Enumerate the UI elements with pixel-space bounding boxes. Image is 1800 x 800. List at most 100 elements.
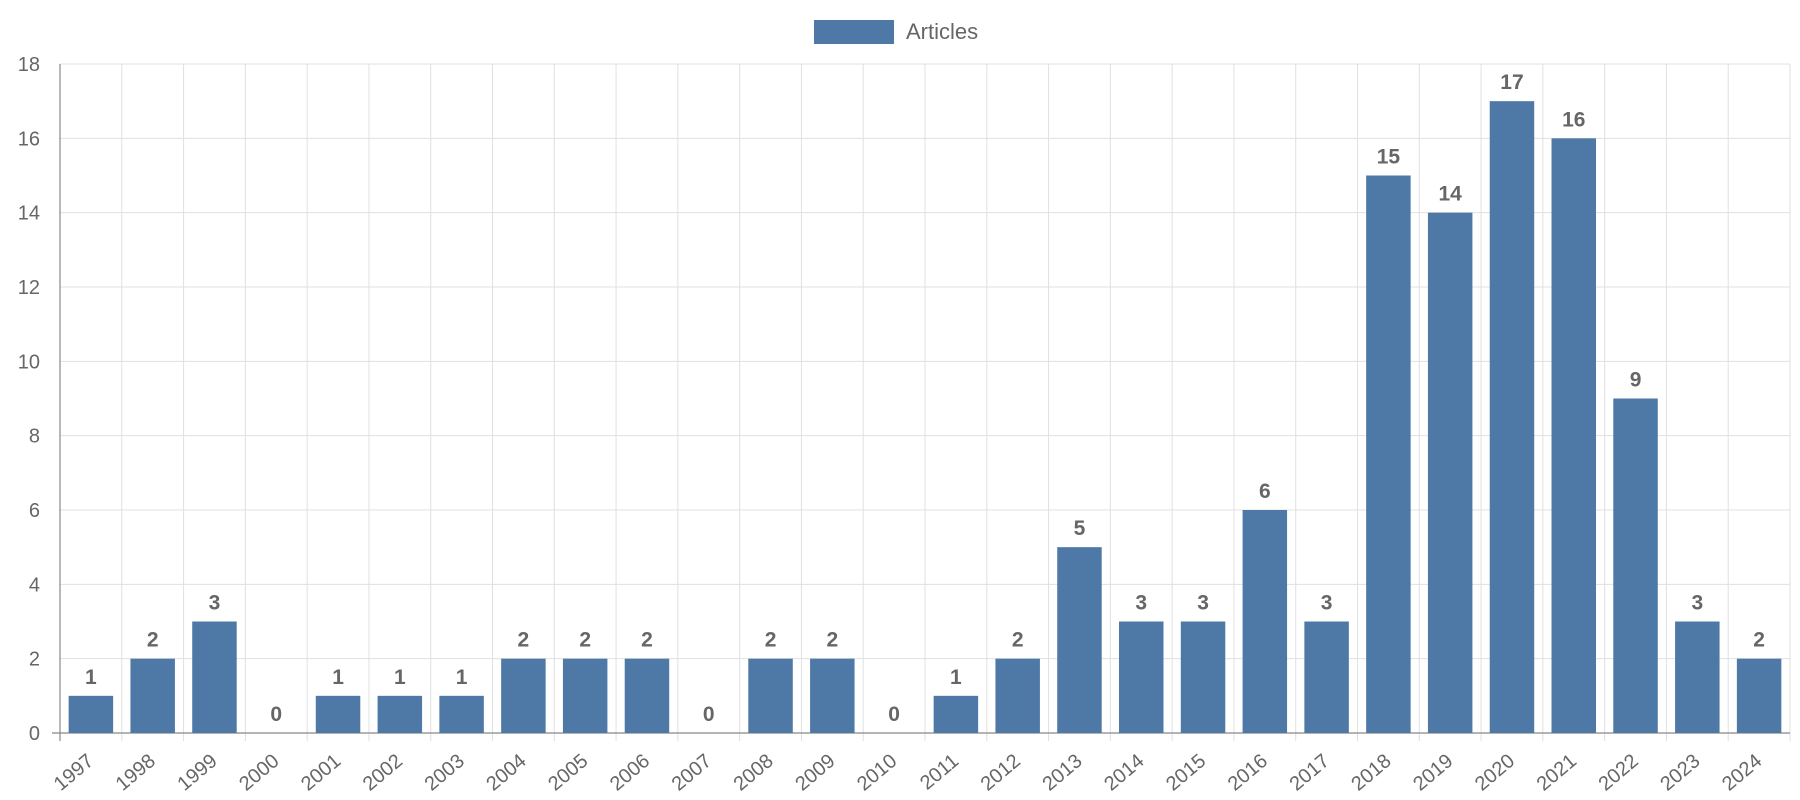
- x-tick-label-2012: 2012: [977, 750, 1025, 795]
- bar-2006[interactable]: [624, 658, 670, 733]
- bar-2024[interactable]: [1736, 658, 1782, 733]
- legend-swatch-articles: [814, 20, 894, 44]
- data-label-2001: 1: [332, 666, 344, 689]
- data-label-2018: 15: [1377, 146, 1401, 169]
- bar-2016[interactable]: [1242, 510, 1288, 733]
- bar-2002[interactable]: [377, 695, 423, 733]
- x-tick-label-2014: 2014: [1100, 750, 1148, 795]
- x-tick-label-2001: 2001: [297, 750, 345, 795]
- y-tick-label: 8: [29, 426, 40, 448]
- x-tick-label-2022: 2022: [1595, 750, 1643, 795]
- bar-2004[interactable]: [501, 658, 546, 733]
- x-tick-label-2015: 2015: [1162, 750, 1210, 795]
- legend[interactable]: Articles: [814, 19, 978, 44]
- y-tick-label: 6: [29, 500, 40, 522]
- data-label-2022: 9: [1630, 369, 1642, 392]
- data-label-2005: 2: [579, 629, 591, 652]
- x-axis-tick-labels: 1997 1998 1999 2000 2001 2002 2003 2004 2005 2006…: [50, 750, 1766, 795]
- x-tick-label-2024: 2024: [1718, 750, 1766, 795]
- y-tick-label: 10: [18, 351, 40, 373]
- data-label-2003: 1: [456, 666, 468, 689]
- data-label-2014: 3: [1135, 592, 1147, 615]
- data-label-2002: 1: [394, 666, 406, 689]
- bar-2001[interactable]: [315, 695, 361, 733]
- x-tick-label-2023: 2023: [1656, 750, 1704, 795]
- bar-1999[interactable]: [192, 621, 237, 734]
- x-tick-label-2007: 2007: [668, 750, 716, 795]
- data-label-2006: 2: [641, 629, 653, 652]
- x-tick-label-2000: 2000: [235, 750, 283, 795]
- bar-2020[interactable]: [1489, 101, 1535, 733]
- data-label-2007: 0: [703, 703, 715, 726]
- data-label-2010: 0: [888, 703, 900, 726]
- data-label-2021: 16: [1562, 108, 1585, 131]
- data-label-2009: 2: [826, 629, 838, 652]
- x-tick-label-1997: 1997: [50, 750, 98, 795]
- y-tick-label: 0: [29, 723, 40, 745]
- x-tick-label-2018: 2018: [1347, 750, 1395, 795]
- x-tick-label-2017: 2017: [1286, 750, 1334, 795]
- bar-2012[interactable]: [995, 658, 1040, 733]
- legend-label-articles: Articles: [906, 19, 978, 44]
- data-label-2015: 3: [1197, 592, 1209, 615]
- y-tick-label: 2: [29, 649, 40, 671]
- bar-2019[interactable]: [1427, 212, 1473, 733]
- bar-1998[interactable]: [130, 658, 175, 733]
- data-label-2013: 5: [1074, 517, 1086, 540]
- data-label-2008: 2: [765, 629, 777, 652]
- y-tick-label: 4: [29, 574, 40, 596]
- data-label-1999: 3: [209, 592, 221, 615]
- x-tick-label-2005: 2005: [544, 750, 592, 795]
- x-tick-label-2020: 2020: [1471, 750, 1519, 795]
- bar-2014[interactable]: [1119, 621, 1164, 734]
- x-tick-label-2002: 2002: [359, 750, 407, 795]
- x-tick-label-2006: 2006: [606, 750, 654, 795]
- bar-2003[interactable]: [439, 695, 484, 733]
- y-axis-tick-labels: 0 2 4 6 8 10 12 14 16 18: [18, 54, 40, 745]
- bar-2015[interactable]: [1180, 621, 1226, 734]
- data-label-1997: 1: [85, 666, 97, 689]
- x-tick-label-1999: 1999: [173, 750, 221, 795]
- data-label-2019: 14: [1438, 183, 1462, 206]
- bar-2011[interactable]: [933, 695, 979, 733]
- y-tick-label: 16: [18, 128, 40, 150]
- bar-2005[interactable]: [562, 658, 608, 733]
- gridlines: [59, 63, 1791, 741]
- x-tick-label-2011: 2011: [916, 750, 963, 795]
- data-label-2020: 17: [1500, 71, 1523, 94]
- bar-2018[interactable]: [1366, 175, 1411, 734]
- data-label-2017: 3: [1321, 592, 1333, 615]
- data-label-2016: 6: [1259, 480, 1271, 503]
- x-tick-label-2019: 2019: [1409, 750, 1457, 795]
- x-tick-label-2021: 2021: [1533, 750, 1581, 795]
- x-tick-label-1998: 1998: [112, 750, 160, 795]
- data-label-2011: 1: [950, 666, 962, 689]
- x-tick-label-2004: 2004: [482, 750, 530, 795]
- data-label-2023: 3: [1691, 592, 1703, 615]
- data-label-2024: 2: [1753, 629, 1765, 652]
- bar-2009[interactable]: [810, 658, 855, 733]
- x-tick-label-2013: 2013: [1038, 750, 1086, 795]
- x-tick-label-2008: 2008: [730, 750, 778, 795]
- x-tick-label-2003: 2003: [421, 750, 469, 795]
- data-label-2000: 0: [270, 703, 282, 726]
- bar-2023[interactable]: [1675, 621, 1720, 734]
- y-tick-label: 14: [18, 203, 40, 225]
- bar-2008[interactable]: [748, 658, 793, 733]
- x-tick-label-2010: 2010: [853, 750, 901, 795]
- data-labels: 1 2 3 0 1 1 1 2 2 2 0 2 2 0 1 2 5 3 3 6 3 15 14 17 16 9 3 2: [85, 71, 1765, 726]
- x-tick-label-2016: 2016: [1224, 750, 1272, 795]
- bar-2017[interactable]: [1304, 621, 1349, 734]
- data-label-2004: 2: [518, 629, 530, 652]
- data-label-2012: 2: [1012, 629, 1024, 652]
- bar-2022[interactable]: [1613, 398, 1658, 734]
- data-label-1998: 2: [147, 629, 159, 652]
- y-tick-label: 12: [18, 277, 40, 299]
- bar-1997[interactable]: [68, 695, 114, 733]
- x-tick-label-2009: 2009: [791, 750, 839, 795]
- bar-2021[interactable]: [1551, 138, 1596, 734]
- bars: [68, 101, 1782, 734]
- bar-2013[interactable]: [1057, 547, 1102, 733]
- y-tick-label: 18: [18, 54, 40, 76]
